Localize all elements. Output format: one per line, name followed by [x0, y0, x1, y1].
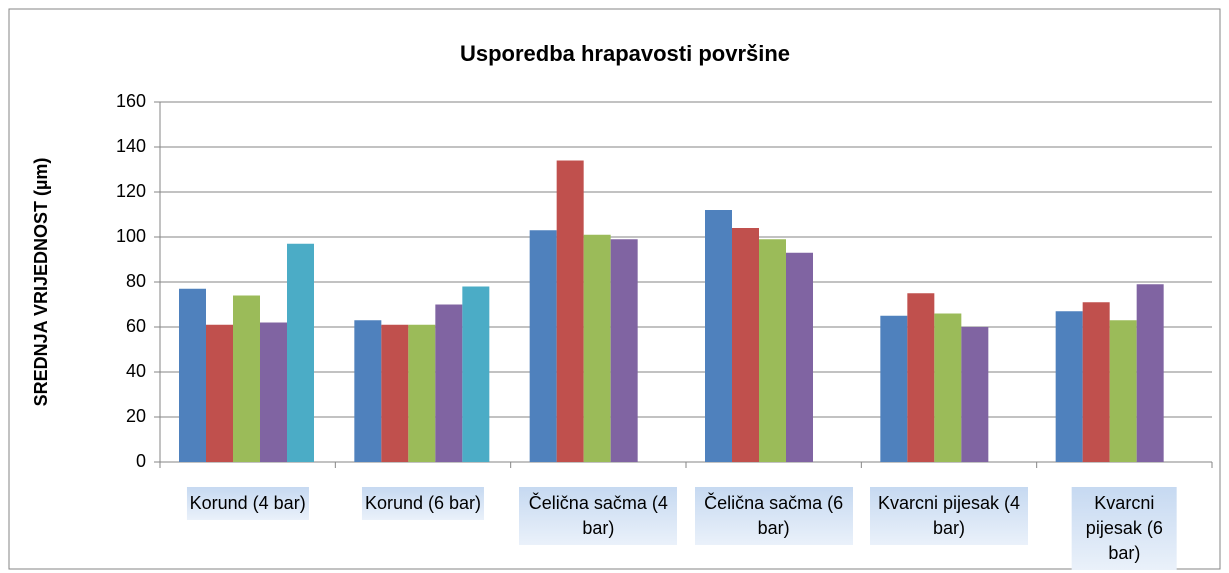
- chart-title: Usporedba hrapavosti površine: [460, 41, 790, 66]
- bar: [583, 234, 611, 462]
- bar: [1082, 302, 1110, 462]
- bar: [529, 230, 557, 462]
- x-tick-label: Korund (6 bar): [361, 487, 485, 520]
- bar: [179, 288, 206, 462]
- y-tick-label: 100: [116, 226, 146, 246]
- x-tick-label: Čelična sačma (6 bar): [694, 487, 853, 545]
- x-tick-label: Kvarcni pijesak (6 bar): [1071, 487, 1177, 570]
- bar: [1136, 284, 1164, 462]
- x-tick-label: Čelična sačma (4 bar): [519, 487, 678, 545]
- bar: [1055, 311, 1083, 462]
- y-tick-label: 40: [126, 361, 146, 381]
- bar: [961, 327, 989, 462]
- bar: [408, 324, 436, 462]
- bar: [1109, 320, 1137, 462]
- y-tick-label: 140: [116, 136, 146, 156]
- bar: [556, 160, 584, 462]
- bar: [934, 313, 962, 462]
- bar: [354, 320, 382, 462]
- y-tick-label: 160: [116, 91, 146, 111]
- bar: [610, 239, 638, 462]
- bar: [732, 228, 759, 462]
- bar: [287, 243, 314, 462]
- bar: [233, 295, 260, 462]
- bar: [880, 315, 908, 462]
- y-tick-label: 0: [136, 451, 146, 471]
- y-tick-label: 20: [126, 406, 146, 426]
- bar: [206, 324, 233, 462]
- bar: [786, 252, 813, 462]
- bar: [435, 304, 463, 462]
- bar: [705, 210, 732, 462]
- bar: [907, 293, 935, 462]
- y-axis-label: SREDNJA VRIJEDNOST (µm): [31, 158, 51, 407]
- x-tick-label: Korund (4 bar): [186, 487, 309, 520]
- y-tick-label: 60: [126, 316, 146, 336]
- bar: [260, 322, 287, 462]
- x-tick-label: Kvarcni pijesak (4 bar): [870, 487, 1028, 545]
- y-tick-label: 80: [126, 271, 146, 291]
- bar: [759, 239, 786, 462]
- bar: [462, 286, 490, 462]
- y-tick-label: 120: [116, 181, 146, 201]
- bar: [381, 324, 409, 462]
